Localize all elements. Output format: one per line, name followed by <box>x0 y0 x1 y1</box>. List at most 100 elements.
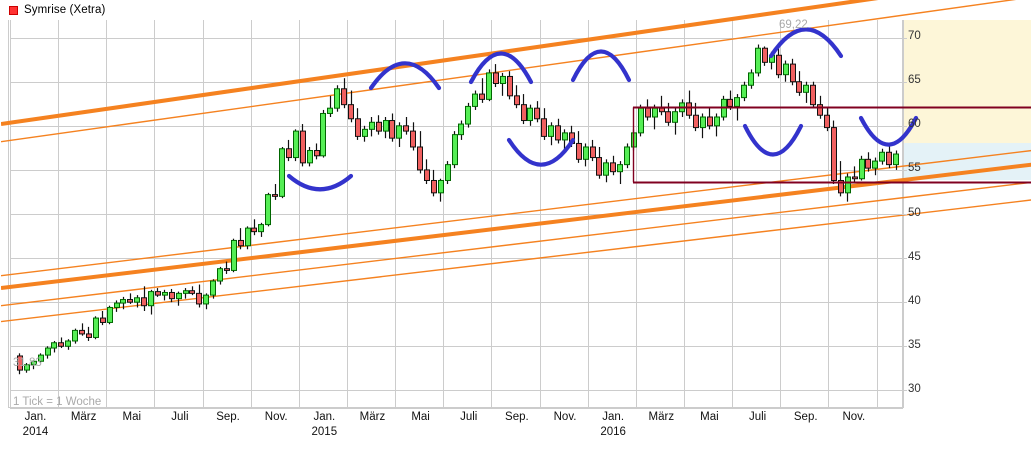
candlestick[interactable] <box>120 296 126 310</box>
candlestick[interactable] <box>790 58 796 86</box>
candlestick[interactable] <box>169 288 175 303</box>
candlestick[interactable] <box>183 288 189 299</box>
candlestick[interactable] <box>162 289 168 301</box>
candlestick[interactable] <box>376 115 382 135</box>
candlestick[interactable] <box>114 300 120 312</box>
candlestick[interactable] <box>196 284 202 308</box>
arc-top-2015-nov[interactable] <box>570 49 632 83</box>
upper-channel-thick[interactable] <box>1 0 1031 127</box>
candlestick[interactable] <box>741 81 747 102</box>
candlestick[interactable] <box>424 159 430 185</box>
candlestick[interactable] <box>859 155 865 181</box>
candlestick[interactable] <box>762 46 768 66</box>
candlestick[interactable] <box>307 146 313 167</box>
candlestick[interactable] <box>417 131 423 174</box>
candlestick[interactable] <box>251 219 257 236</box>
candlestick[interactable] <box>672 108 678 135</box>
candlestick[interactable] <box>203 293 209 310</box>
candlestick[interactable] <box>258 222 264 237</box>
candlestick[interactable] <box>438 178 444 202</box>
candlestick[interactable] <box>514 85 520 109</box>
candlestick[interactable] <box>541 108 547 140</box>
candlestick[interactable] <box>410 122 416 151</box>
candlestick[interactable] <box>389 113 395 142</box>
candlestick[interactable] <box>134 295 140 308</box>
candlestick[interactable] <box>314 143 320 160</box>
candlestick[interactable] <box>293 129 299 162</box>
candlestick[interactable] <box>65 339 71 350</box>
candlestick[interactable] <box>493 64 499 88</box>
candlestick[interactable] <box>845 173 851 202</box>
candlestick[interactable] <box>852 166 858 183</box>
lower-channel-thin-c[interactable] <box>1 199 1031 323</box>
candlestick[interactable] <box>831 120 837 185</box>
candlestick[interactable] <box>86 326 92 341</box>
candlestick[interactable] <box>755 44 761 77</box>
candlestick[interactable] <box>272 184 278 200</box>
candlestick[interactable] <box>472 90 478 110</box>
candlestick[interactable] <box>279 146 285 199</box>
candlestick[interactable] <box>610 155 616 176</box>
candlestick[interactable] <box>458 120 464 140</box>
candlestick[interactable] <box>93 316 99 340</box>
candlestick[interactable] <box>369 117 375 137</box>
candlestick[interactable] <box>700 113 706 139</box>
candlestick[interactable] <box>176 291 182 306</box>
candlestick[interactable] <box>555 118 561 144</box>
candlestick[interactable] <box>107 305 113 325</box>
candlestick[interactable] <box>452 131 458 169</box>
candlestick[interactable] <box>320 109 326 158</box>
candlestick[interactable] <box>403 117 409 135</box>
candlestick[interactable] <box>824 108 830 132</box>
candlestick[interactable] <box>659 95 665 116</box>
candlestick[interactable] <box>231 238 237 273</box>
candlestick[interactable] <box>341 78 347 109</box>
candlestick[interactable] <box>17 353 23 375</box>
candlestick[interactable] <box>383 117 389 139</box>
candlestick[interactable] <box>210 279 216 299</box>
candlestick[interactable] <box>776 48 782 79</box>
candlestick[interactable] <box>24 363 30 373</box>
lower-channel-thin-b[interactable] <box>1 181 1031 307</box>
candlestick[interactable] <box>72 328 78 344</box>
candlestick[interactable] <box>521 94 527 125</box>
candlestick[interactable] <box>217 266 223 285</box>
candlestick[interactable] <box>638 104 644 137</box>
candlestick[interactable] <box>265 192 271 227</box>
arc-bottom-2015-sep[interactable] <box>506 137 576 167</box>
candlestick[interactable] <box>603 159 609 183</box>
candlestick[interactable] <box>327 95 333 117</box>
candlestick[interactable] <box>590 139 596 162</box>
arc-bottom-2014[interactable] <box>286 173 354 192</box>
arc-top-2015-mar[interactable] <box>368 61 442 91</box>
arc-top-2015-jul[interactable] <box>468 51 534 85</box>
candlestick[interactable] <box>479 78 485 103</box>
candlestick[interactable] <box>348 90 354 123</box>
arc-top-2016-sep[interactable] <box>768 27 844 59</box>
lower-channel-thin-a[interactable] <box>1 149 1031 277</box>
candlestick[interactable] <box>465 102 471 128</box>
candlestick[interactable] <box>396 122 402 147</box>
candlestick[interactable] <box>886 145 892 169</box>
candlestick[interactable] <box>507 71 513 100</box>
candlestick[interactable] <box>534 101 540 123</box>
candlestick[interactable] <box>445 161 451 185</box>
candlestick[interactable] <box>583 143 589 167</box>
candlestick[interactable] <box>155 288 161 297</box>
lower-channel-thick[interactable] <box>1 162 1031 291</box>
candlestick[interactable] <box>879 148 885 165</box>
candlestick[interactable] <box>189 286 195 296</box>
candlestick[interactable] <box>245 226 251 250</box>
candlestick[interactable] <box>527 104 533 126</box>
candlestick[interactable] <box>783 60 789 82</box>
candlestick[interactable] <box>31 360 37 370</box>
candlestick[interactable] <box>838 161 844 197</box>
candlestick[interactable] <box>362 125 368 142</box>
candlestick[interactable] <box>865 152 871 172</box>
candlestick[interactable] <box>286 139 292 162</box>
candlestick[interactable] <box>431 169 437 197</box>
candlestick[interactable] <box>300 124 306 167</box>
candlestick[interactable] <box>224 261 230 274</box>
candlestick[interactable] <box>810 81 816 109</box>
candlestick[interactable] <box>127 293 133 304</box>
